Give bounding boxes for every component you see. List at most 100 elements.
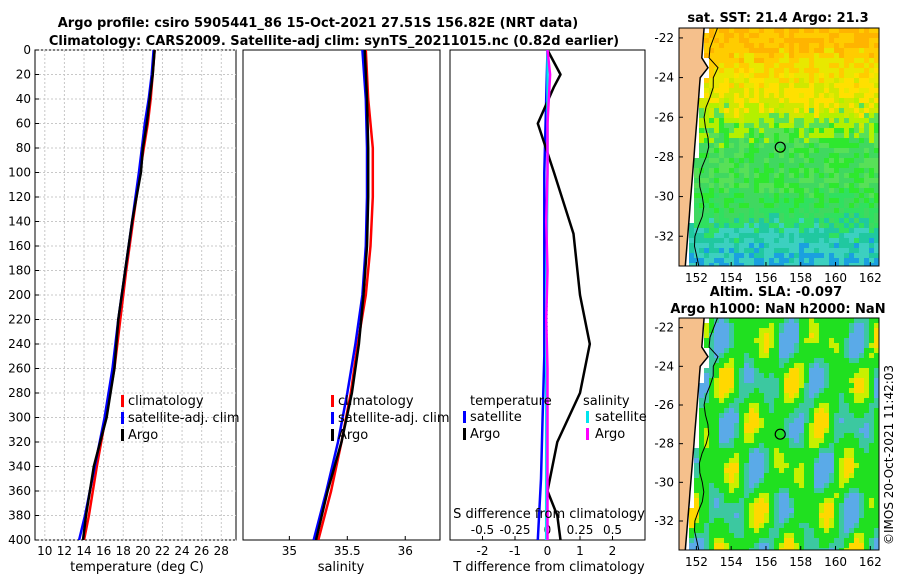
heatmap-cell — [789, 443, 794, 448]
heatmap-cell — [704, 528, 709, 533]
heatmap-cell — [699, 448, 704, 453]
heatmap-cell — [849, 223, 854, 228]
heatmap-cell — [829, 398, 834, 403]
heatmap-cell — [854, 368, 859, 373]
heatmap-cell — [849, 393, 854, 398]
heatmap-cell — [799, 173, 804, 178]
salinity-tick-label: 35.5 — [334, 544, 361, 558]
heatmap-cell — [779, 443, 784, 448]
heatmap-cell — [794, 33, 799, 38]
heatmap-cell — [869, 123, 874, 128]
heatmap-cell — [834, 188, 839, 193]
heatmap-cell — [829, 183, 834, 188]
heatmap-cell — [799, 108, 804, 113]
heatmap-cell — [854, 533, 859, 538]
heatmap-cell — [859, 118, 864, 123]
heatmap-cell — [714, 543, 719, 548]
heatmap-cell — [724, 153, 729, 158]
heatmap-cell — [759, 98, 764, 103]
heatmap-cell — [739, 168, 744, 173]
heatmap-cell — [694, 448, 699, 453]
heatmap-cell — [829, 478, 834, 483]
heatmap-cell — [829, 158, 834, 163]
heatmap-cell — [784, 163, 789, 168]
heatmap-cell — [774, 63, 779, 68]
heatmap-cell — [854, 103, 859, 108]
heatmap-cell — [779, 428, 784, 433]
heatmap-cell — [709, 363, 714, 368]
heatmap-cell — [799, 33, 804, 38]
heatmap-cell — [824, 478, 829, 483]
heatmap-cell — [729, 463, 734, 468]
heatmap-cell — [864, 443, 869, 448]
heatmap-cell — [789, 468, 794, 473]
heatmap-cell — [779, 93, 784, 98]
heatmap-cell — [769, 43, 774, 48]
heatmap-cell — [794, 213, 799, 218]
heatmap-cell — [794, 498, 799, 503]
heatmap-cell — [764, 338, 769, 343]
heatmap-cell — [869, 188, 874, 193]
heatmap-cell — [859, 188, 864, 193]
heatmap-cell — [744, 58, 749, 63]
heatmap-cell — [739, 208, 744, 213]
heatmap-cell — [869, 538, 874, 543]
heatmap-cell — [859, 233, 864, 238]
heatmap-cell — [849, 543, 854, 548]
heatmap-cell — [809, 458, 814, 463]
heatmap-cell — [869, 88, 874, 93]
heatmap-cell — [794, 118, 799, 123]
lon-tick-label: 158 — [789, 555, 812, 569]
heatmap-cell — [754, 213, 759, 218]
heatmap-cell — [719, 428, 724, 433]
heatmap-cell — [739, 503, 744, 508]
heatmap-cell — [784, 203, 789, 208]
heatmap-cell — [804, 103, 809, 108]
heatmap-cell — [874, 323, 879, 328]
heatmap-cell — [784, 473, 789, 478]
heatmap-cell — [839, 43, 844, 48]
heatmap-cell — [804, 448, 809, 453]
heatmap-cell — [874, 358, 879, 363]
heatmap-cell — [759, 533, 764, 538]
heatmap-cell — [799, 338, 804, 343]
heatmap-cell — [814, 383, 819, 388]
heatmap-cell — [784, 253, 789, 258]
heatmap-cell — [849, 108, 854, 113]
heatmap-cell — [734, 28, 739, 33]
heatmap-cell — [819, 318, 824, 323]
heatmap-cell — [749, 318, 754, 323]
heatmap-cell — [704, 188, 709, 193]
heatmap-cell — [744, 238, 749, 243]
heatmap-cell — [804, 263, 809, 266]
heatmap-cell — [714, 373, 719, 378]
heatmap-cell — [844, 133, 849, 138]
heatmap-cell — [859, 238, 864, 243]
heatmap-cell — [854, 333, 859, 338]
heatmap-cell — [804, 113, 809, 118]
heatmap-cell — [854, 463, 859, 468]
heatmap-cell — [789, 533, 794, 538]
heatmap-cell — [739, 393, 744, 398]
heatmap-cell — [789, 213, 794, 218]
heatmap-cell — [809, 368, 814, 373]
heatmap-cell — [814, 493, 819, 498]
heatmap-cell — [754, 168, 759, 173]
heatmap-cell — [864, 228, 869, 233]
heatmap-cell — [719, 213, 724, 218]
heatmap-cell — [849, 418, 854, 423]
heatmap-cell — [784, 263, 789, 266]
heatmap-cell — [774, 103, 779, 108]
heatmap-cell — [849, 498, 854, 503]
heatmap-cell — [789, 118, 794, 123]
heatmap-cell — [799, 48, 804, 53]
heatmap-cell — [864, 543, 869, 548]
heatmap-cell — [874, 433, 879, 438]
heatmap-cell — [749, 343, 754, 348]
heatmap-cell — [799, 223, 804, 228]
heatmap-cell — [749, 328, 754, 333]
heatmap-cell — [734, 243, 739, 248]
heatmap-cell — [779, 43, 784, 48]
heatmap-cell — [794, 543, 799, 548]
